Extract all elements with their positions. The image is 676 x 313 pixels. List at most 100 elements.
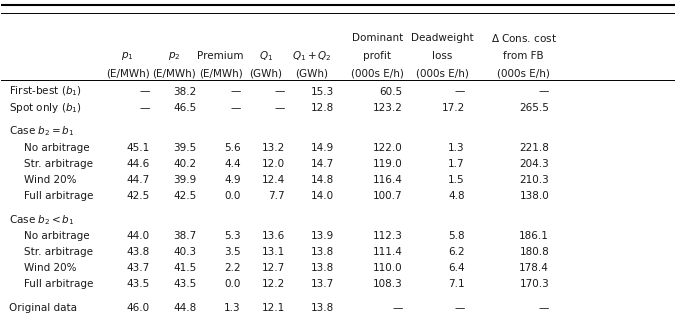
Text: 12.4: 12.4: [262, 175, 285, 185]
Text: 13.7: 13.7: [311, 279, 334, 289]
Text: 170.3: 170.3: [519, 279, 549, 289]
Text: (E/MWh): (E/MWh): [105, 69, 149, 79]
Text: Str. arbitrage: Str. arbitrage: [24, 159, 93, 169]
Text: 44.7: 44.7: [126, 175, 150, 185]
Text: No arbitrage: No arbitrage: [24, 142, 89, 152]
Text: (000s E/h): (000s E/h): [497, 69, 550, 79]
Text: 43.7: 43.7: [126, 263, 150, 273]
Text: 112.3: 112.3: [373, 231, 403, 241]
Text: $\Delta$ Cons. cost: $\Delta$ Cons. cost: [491, 33, 556, 44]
Text: No arbitrage: No arbitrage: [24, 231, 89, 241]
Text: 7.1: 7.1: [448, 279, 465, 289]
Text: 119.0: 119.0: [373, 159, 403, 169]
Text: 13.2: 13.2: [262, 142, 285, 152]
Text: Full arbitrage: Full arbitrage: [24, 279, 93, 289]
Text: 221.8: 221.8: [519, 142, 549, 152]
Text: —: —: [539, 87, 549, 96]
Text: 4.9: 4.9: [224, 175, 241, 185]
Text: from FB: from FB: [503, 51, 544, 61]
Text: $Q_1$: $Q_1$: [259, 49, 273, 63]
Text: 1.5: 1.5: [448, 175, 465, 185]
Text: $p_2$: $p_2$: [168, 50, 180, 62]
Text: Wind 20%: Wind 20%: [24, 175, 76, 185]
Text: 186.1: 186.1: [519, 231, 549, 241]
Text: (000s E/h): (000s E/h): [351, 69, 404, 79]
Text: 43.8: 43.8: [126, 247, 150, 257]
Text: (GWh): (GWh): [295, 69, 328, 79]
Text: 265.5: 265.5: [519, 103, 549, 113]
Text: 12.8: 12.8: [311, 103, 334, 113]
Text: 14.9: 14.9: [311, 142, 334, 152]
Text: 43.5: 43.5: [126, 279, 150, 289]
Text: 116.4: 116.4: [373, 175, 403, 185]
Text: 123.2: 123.2: [373, 103, 403, 113]
Text: 4.8: 4.8: [448, 191, 465, 201]
Text: 178.4: 178.4: [519, 263, 549, 273]
Text: 13.9: 13.9: [311, 231, 334, 241]
Text: 13.8: 13.8: [311, 303, 334, 313]
Text: Deadweight: Deadweight: [411, 33, 474, 44]
Text: Premium: Premium: [197, 51, 244, 61]
Text: 111.4: 111.4: [373, 247, 403, 257]
Text: 44.6: 44.6: [126, 159, 150, 169]
Text: 42.5: 42.5: [173, 191, 196, 201]
Text: (000s E/h): (000s E/h): [416, 69, 469, 79]
Text: 110.0: 110.0: [373, 263, 403, 273]
Text: 12.1: 12.1: [262, 303, 285, 313]
Text: (E/MWh): (E/MWh): [152, 69, 196, 79]
Text: 138.0: 138.0: [519, 191, 549, 201]
Text: —: —: [139, 103, 150, 113]
Text: 41.5: 41.5: [173, 263, 196, 273]
Text: —: —: [139, 87, 150, 96]
Text: 12.2: 12.2: [262, 279, 285, 289]
Text: 6.2: 6.2: [448, 247, 465, 257]
Text: 43.5: 43.5: [173, 279, 196, 289]
Text: 44.0: 44.0: [126, 231, 150, 241]
Text: 60.5: 60.5: [380, 87, 403, 96]
Text: 3.5: 3.5: [224, 247, 241, 257]
Text: 39.5: 39.5: [173, 142, 196, 152]
Text: First-best ($b_1$): First-best ($b_1$): [9, 85, 82, 98]
Text: 6.4: 6.4: [448, 263, 465, 273]
Text: 38.7: 38.7: [173, 231, 196, 241]
Text: $Q_1 + Q_2$: $Q_1 + Q_2$: [292, 49, 332, 63]
Text: —: —: [454, 87, 465, 96]
Text: 13.8: 13.8: [311, 263, 334, 273]
Text: 46.5: 46.5: [173, 103, 196, 113]
Text: —: —: [539, 303, 549, 313]
Text: Case $b_2 = b_1$: Case $b_2 = b_1$: [9, 125, 74, 138]
Text: 108.3: 108.3: [373, 279, 403, 289]
Text: 17.2: 17.2: [441, 103, 465, 113]
Text: 46.0: 46.0: [126, 303, 150, 313]
Text: —: —: [231, 87, 241, 96]
Text: 122.0: 122.0: [373, 142, 403, 152]
Text: 0.0: 0.0: [224, 191, 241, 201]
Text: 0.0: 0.0: [224, 279, 241, 289]
Text: (GWh): (GWh): [249, 69, 283, 79]
Text: 40.2: 40.2: [173, 159, 196, 169]
Text: Spot only ($b_1$): Spot only ($b_1$): [9, 101, 82, 115]
Text: Wind 20%: Wind 20%: [24, 263, 76, 273]
Text: 7.7: 7.7: [268, 191, 285, 201]
Text: loss: loss: [433, 51, 453, 61]
Text: 14.8: 14.8: [311, 175, 334, 185]
Text: Original data: Original data: [9, 303, 77, 313]
Text: Full arbitrage: Full arbitrage: [24, 191, 93, 201]
Text: 100.7: 100.7: [373, 191, 403, 201]
Text: 44.8: 44.8: [173, 303, 196, 313]
Text: $p_1$: $p_1$: [121, 50, 134, 62]
Text: 14.7: 14.7: [311, 159, 334, 169]
Text: 210.3: 210.3: [519, 175, 549, 185]
Text: —: —: [454, 303, 465, 313]
Text: 5.6: 5.6: [224, 142, 241, 152]
Text: profit: profit: [363, 51, 391, 61]
Text: 38.2: 38.2: [173, 87, 196, 96]
Text: Case $b_2 < b_1$: Case $b_2 < b_1$: [9, 213, 74, 227]
Text: 40.3: 40.3: [173, 247, 196, 257]
Text: 2.2: 2.2: [224, 263, 241, 273]
Text: —: —: [274, 103, 285, 113]
Text: 15.3: 15.3: [311, 87, 334, 96]
Text: 5.3: 5.3: [224, 231, 241, 241]
Text: 13.1: 13.1: [262, 247, 285, 257]
Text: 45.1: 45.1: [126, 142, 150, 152]
